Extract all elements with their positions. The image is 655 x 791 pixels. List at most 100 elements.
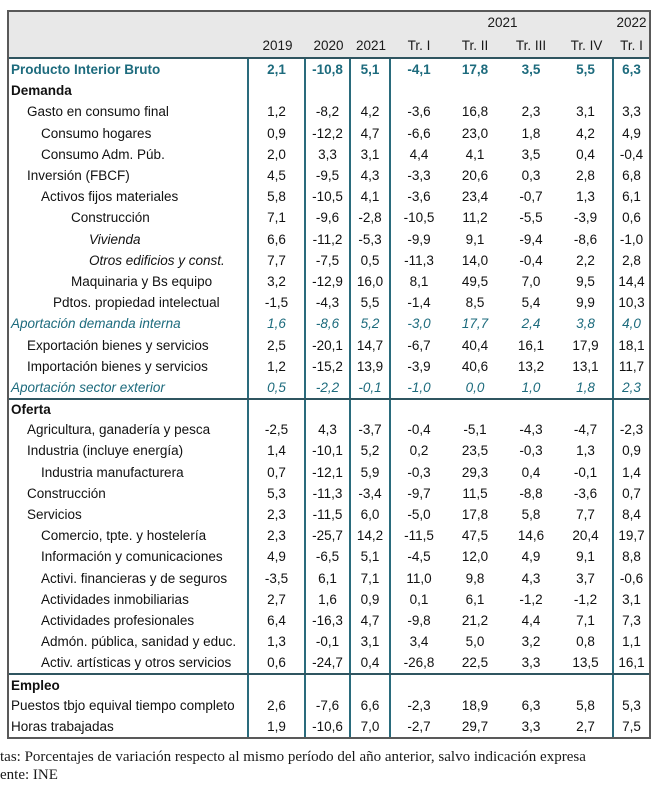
value-cell: -2,3: [407, 697, 431, 713]
value-cell: -2,8: [351, 207, 391, 229]
value-cell: 1,4: [622, 464, 641, 480]
value-cell: [447, 80, 503, 101]
table-body: Producto Interior Bruto 2,1 -10,8 5,1 -4,1 17…: [9, 59, 649, 737]
value-cell: 13,1: [559, 355, 614, 377]
value-cell: 5,2: [351, 313, 391, 335]
header-empty-cell: [9, 33, 249, 57]
row-label: Construcción: [9, 482, 249, 504]
value-cell: 16,8: [461, 104, 489, 120]
value-cell: 11,0: [406, 570, 432, 586]
value-cell: 4,4: [409, 146, 429, 162]
value-cell: 5,1: [351, 59, 391, 81]
value-cell: 1,3: [249, 631, 306, 653]
value-cell: -0,1: [351, 376, 391, 398]
value-cell: -5,5: [519, 210, 543, 226]
value-cell: -0,4: [519, 252, 543, 268]
value-cell: 16,1: [618, 655, 645, 671]
value-cell: 23,5: [461, 443, 489, 459]
value-cell: 47,5: [461, 528, 489, 544]
value-cell: -24,7: [306, 652, 351, 674]
value-cell: 8,4: [622, 507, 641, 523]
value-cell: -1,2: [559, 588, 614, 610]
value-cell: [503, 400, 559, 419]
value-cell: [249, 675, 306, 695]
value-cell: -3,9: [407, 358, 431, 374]
value-cell: [503, 80, 559, 101]
value-cell: 1,8: [559, 376, 614, 398]
value-cell: 5,5: [559, 59, 614, 81]
value-cell: [351, 675, 391, 695]
header-year-groups: 2021 2022: [9, 12, 649, 33]
value-cell: -9,4: [519, 231, 543, 247]
row-label: Activ. artísticas y otros servicios: [9, 652, 249, 674]
value-cell: -3,3: [407, 168, 431, 184]
table-row: Exportación bienes y servicios 2,5 -20,1 14…: [9, 334, 649, 356]
value-cell: 1,1: [622, 634, 641, 650]
value-cell: [351, 80, 391, 102]
value-cell: -2,7: [407, 718, 431, 734]
table-row: Aportación sector exterior 0,5 -2,2 -0,1 -1,…: [9, 376, 649, 398]
value-cell: 19,7: [618, 528, 645, 544]
row-label: Actividades inmobiliarias: [9, 588, 249, 610]
value-cell: [306, 675, 351, 695]
value-cell: 4,9: [622, 125, 641, 141]
row-label: Empleo: [9, 675, 249, 695]
value-cell: 7,0: [351, 715, 391, 737]
value-cell: 40,4: [461, 337, 489, 353]
value-cell: 2,7: [559, 715, 614, 737]
value-cell: -1,5: [249, 292, 306, 314]
row-label: Oferta: [9, 400, 249, 420]
value-cell: -16,3: [306, 609, 351, 632]
value-cell: -3,5: [249, 567, 306, 589]
value-cell: 3,1: [622, 591, 641, 607]
value-cell: -1,4: [407, 295, 431, 311]
table-row: Consumo hogares 0,9 -12,2 4,7 -6,6 23,0 1,8 4,2…: [9, 122, 649, 144]
value-cell: 17,8: [461, 507, 489, 523]
value-cell: -10,6: [306, 715, 351, 737]
value-cell: -9,6: [306, 207, 351, 229]
value-cell: [351, 400, 391, 420]
table-row: Puestos tbjo equival tiempo completo 2,6-…: [9, 694, 649, 716]
table-row: Comercio, tpte. y hostelería 2,3 -25,7 14,2…: [9, 525, 649, 547]
value-cell: 9,9: [559, 292, 614, 314]
value-cell: 1,6: [306, 588, 351, 610]
value-cell: -8,8: [519, 485, 543, 501]
row-label: Gasto en consumo final: [9, 101, 249, 123]
value-cell: 4,0: [622, 316, 641, 332]
row-label: Consumo hogares: [9, 122, 249, 144]
value-cell: 23,4: [461, 189, 489, 205]
value-cell: 16,1: [517, 337, 545, 353]
row-label: Industria (incluye energía): [9, 440, 249, 462]
row-label: Industria manufacturera: [9, 461, 249, 483]
value-cell: [391, 675, 447, 694]
value-cell: -9,7: [407, 485, 431, 501]
value-cell: 0,6: [622, 210, 641, 226]
value-cell: 4,3: [521, 570, 541, 586]
row-label: Exportación bienes y servicios: [9, 334, 249, 356]
value-cell: [249, 80, 306, 102]
value-cell: 4,9: [521, 549, 541, 565]
value-cell: 5,3: [622, 697, 641, 713]
value-cell: -4,5: [407, 549, 431, 565]
value-cell: 1,2: [249, 101, 306, 123]
value-cell: -0,4: [619, 146, 644, 162]
table-row: Maquinaria y Bs equipo 3,2 -12,9 16,0 8,1 49,…: [9, 270, 649, 293]
value-cell: [614, 80, 649, 101]
economic-indicators-table: 2021 2022 2019 2020 2021 Tr. I Tr. II Tr. III…: [7, 10, 651, 739]
table-row: Agricultura, ganadería y pesca -2,5 4,3 -3,…: [9, 419, 649, 441]
value-cell: 14,4: [618, 273, 645, 289]
row-label: Actividades profesionales: [9, 609, 249, 632]
value-cell: -6,5: [306, 546, 351, 568]
value-cell: 0,4: [521, 464, 541, 480]
header-col-label: Tr. II: [461, 37, 489, 53]
value-cell: -3,9: [559, 207, 614, 229]
value-cell: 3,1: [351, 631, 391, 653]
value-cell: 7,1: [249, 207, 306, 229]
value-cell: -0,1: [559, 461, 614, 483]
value-cell: 6,6: [351, 694, 391, 716]
value-cell: -0,7: [519, 189, 543, 205]
value-cell: 4,1: [465, 146, 485, 162]
value-cell: -0,3: [407, 464, 431, 480]
value-cell: -10,1: [306, 440, 351, 462]
value-cell: 3,3: [622, 104, 641, 120]
